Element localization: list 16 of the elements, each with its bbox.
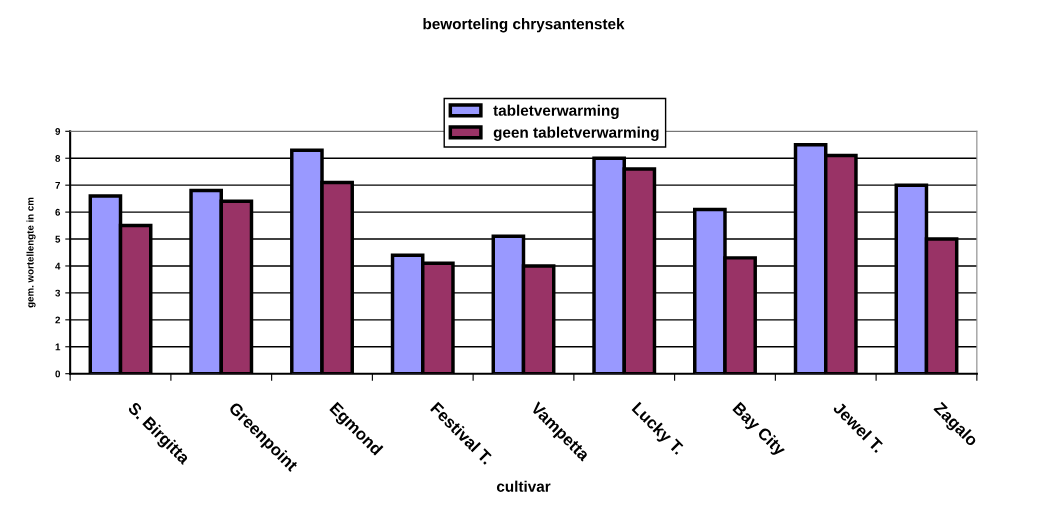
- y-tick-label: 8: [55, 154, 61, 162]
- y-tick-label: 1: [55, 343, 61, 351]
- y-tick-label: 7: [55, 182, 60, 189]
- y-tick-label: 2: [55, 316, 61, 324]
- y-tick-label: 0: [55, 370, 61, 378]
- chart-title: beworteling chrysantenstek: [423, 18, 625, 33]
- legend-label: tabletverwarming: [493, 104, 619, 119]
- x-axis-title: cultivar: [496, 480, 551, 492]
- y-tick-label: 6: [55, 208, 61, 216]
- y-axis-title: gem. wortellengte in cm: [26, 197, 36, 308]
- legend-label: geen tabletverwarming: [493, 126, 659, 141]
- y-tick-label: 4: [55, 262, 61, 270]
- y-tick-label: 3: [55, 289, 61, 297]
- y-tick-label: 9: [55, 128, 61, 135]
- x-tick-label: Bay City: [729, 401, 788, 459]
- y-tick-label: 5: [55, 235, 61, 243]
